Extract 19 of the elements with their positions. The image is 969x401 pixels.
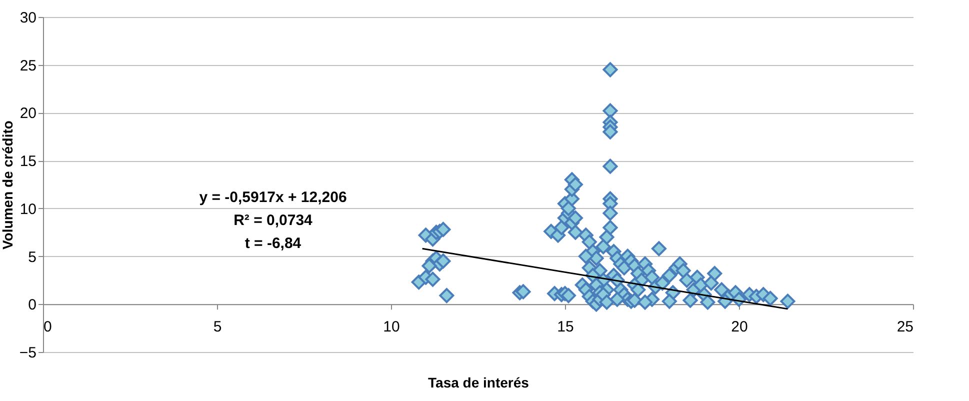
y-tick-label: 0: [28, 296, 36, 314]
annotation: t = -6,84: [244, 235, 302, 252]
x-tick-label: 10: [383, 318, 400, 336]
y-tick-label: 5: [28, 248, 36, 266]
y-tick-label: −5: [19, 344, 36, 362]
x-tick-label: 5: [213, 318, 222, 336]
annotation: R² = 0,0734: [234, 212, 314, 229]
y-tick-label: 20: [20, 105, 36, 122]
annotation: y = -0,5917x + 12,206: [199, 189, 347, 206]
y-tick-label: 15: [20, 153, 36, 170]
y-axis-title: Volumen de crédito: [0, 120, 16, 250]
x-tick-label: 25: [896, 318, 914, 336]
x-tick-label: 15: [557, 318, 574, 336]
y-tick-label: 25: [20, 57, 36, 74]
x-axis-title: Tasa de interés: [428, 374, 530, 390]
x-tick-label: 20: [731, 318, 748, 336]
y-tick-label: 10: [20, 200, 36, 218]
x-tick-label: 0: [44, 318, 52, 336]
y-tick-label: 30: [20, 10, 36, 26]
